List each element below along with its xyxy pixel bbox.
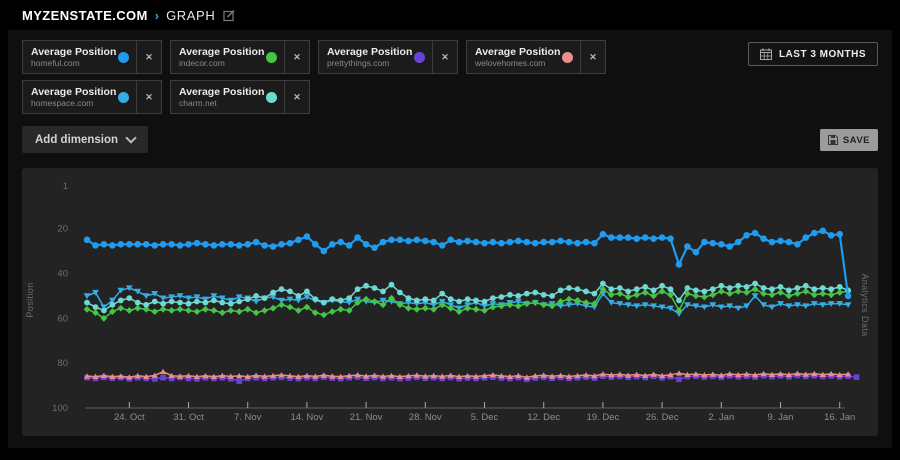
- metric-chip-charm: Average Position charm.net ✕: [170, 80, 310, 114]
- metric-chip-row-2: Average Position homespace.com ✕ Average…: [22, 80, 310, 114]
- svg-text:7. Nov: 7. Nov: [234, 412, 262, 423]
- metric-chip-prettythings: Average Position prettythings.com ✕: [318, 40, 458, 74]
- window-edge-left: [0, 0, 8, 460]
- svg-text:21. Nov: 21. Nov: [350, 412, 383, 423]
- svg-text:1: 1: [63, 181, 68, 192]
- metric-name: Average Position: [31, 46, 117, 58]
- add-dimension-label: Add dimension: [35, 133, 119, 146]
- series-color-dot: [118, 91, 129, 103]
- metric-chip-indecor: Average Position indecor.com ✕: [170, 40, 310, 74]
- close-icon[interactable]: ✕: [284, 81, 309, 113]
- svg-text:16. Jan: 16. Jan: [824, 412, 855, 423]
- breadcrumb-page-title: GRAPH: [166, 7, 216, 23]
- series-color-dot: [266, 51, 277, 63]
- close-icon[interactable]: ✕: [136, 41, 161, 73]
- add-dimension-button[interactable]: Add dimension: [22, 126, 149, 153]
- series-color-dot: [414, 51, 425, 63]
- svg-text:26. Dec: 26. Dec: [646, 412, 679, 423]
- calendar-icon: [759, 48, 772, 60]
- window-edge-bottom: [0, 448, 900, 460]
- metric-name: Average Position: [179, 86, 265, 98]
- svg-text:60: 60: [57, 313, 68, 324]
- metric-chip-homespace: Average Position homespace.com ✕: [22, 80, 162, 114]
- date-range-label: LAST 3 MONTHS: [778, 48, 866, 60]
- metric-domain: prettythings.com: [327, 58, 390, 68]
- chart-panel: Position Analytics Data 1 20 40 60 80 100 24. …: [22, 168, 878, 436]
- svg-text:100: 100: [52, 403, 68, 414]
- svg-text:20: 20: [57, 224, 68, 235]
- breadcrumb-site[interactable]: MYZENSTATE.COM: [22, 7, 148, 23]
- series-color-dot: [562, 51, 573, 63]
- svg-text:80: 80: [57, 358, 68, 369]
- series-color-dot: [266, 91, 277, 103]
- metric-chip-welovehomes: Average Position welovehomes.com ✕: [466, 40, 606, 74]
- save-icon: [827, 135, 838, 145]
- svg-text:2. Jan: 2. Jan: [708, 412, 734, 423]
- metric-name: Average Position: [475, 46, 561, 58]
- close-icon[interactable]: ✕: [432, 41, 457, 73]
- series-color-dot: [118, 51, 129, 63]
- svg-text:28. Nov: 28. Nov: [409, 412, 442, 423]
- svg-text:5. Dec: 5. Dec: [471, 412, 499, 423]
- svg-text:9. Jan: 9. Jan: [768, 412, 794, 423]
- metric-domain: homeful.com: [31, 58, 80, 68]
- metric-chip-homeful: Average Position homeful.com ✕: [22, 40, 162, 74]
- save-label: SAVE: [842, 134, 870, 146]
- window-edge-right: [892, 0, 900, 460]
- metric-domain: homespace.com: [31, 98, 94, 108]
- svg-text:31. Oct: 31. Oct: [173, 412, 204, 423]
- chart-canvas[interactable]: 1 20 40 60 80 100 24. Oct 31. Oct 7. Nov 14. Nov 2…: [22, 168, 878, 436]
- save-button[interactable]: SAVE: [819, 129, 878, 151]
- close-icon[interactable]: ✕: [136, 81, 161, 113]
- metric-domain: indecor.com: [179, 58, 225, 68]
- metric-name: Average Position: [179, 46, 265, 58]
- svg-text:40: 40: [57, 269, 68, 280]
- svg-text:24. Oct: 24. Oct: [114, 412, 145, 423]
- svg-text:19. Dec: 19. Dec: [587, 412, 620, 423]
- breadcrumb-separator: ›: [154, 7, 160, 23]
- svg-text:12. Dec: 12. Dec: [527, 412, 560, 423]
- metric-domain: welovehomes.com: [475, 58, 546, 68]
- close-icon[interactable]: ✕: [284, 41, 309, 73]
- edit-icon[interactable]: [223, 9, 236, 22]
- metric-chip-row-1: Average Position homeful.com ✕ Average P…: [22, 40, 606, 74]
- metric-domain: charm.net: [179, 98, 217, 108]
- chevron-down-icon: [125, 131, 137, 144]
- close-icon[interactable]: ✕: [580, 41, 605, 73]
- date-range-button[interactable]: LAST 3 MONTHS: [747, 42, 878, 66]
- svg-text:14. Nov: 14. Nov: [291, 412, 324, 423]
- top-bar: MYZENSTATE.COM › GRAPH: [0, 0, 900, 30]
- metric-name: Average Position: [327, 46, 413, 58]
- metric-name: Average Position: [31, 86, 117, 98]
